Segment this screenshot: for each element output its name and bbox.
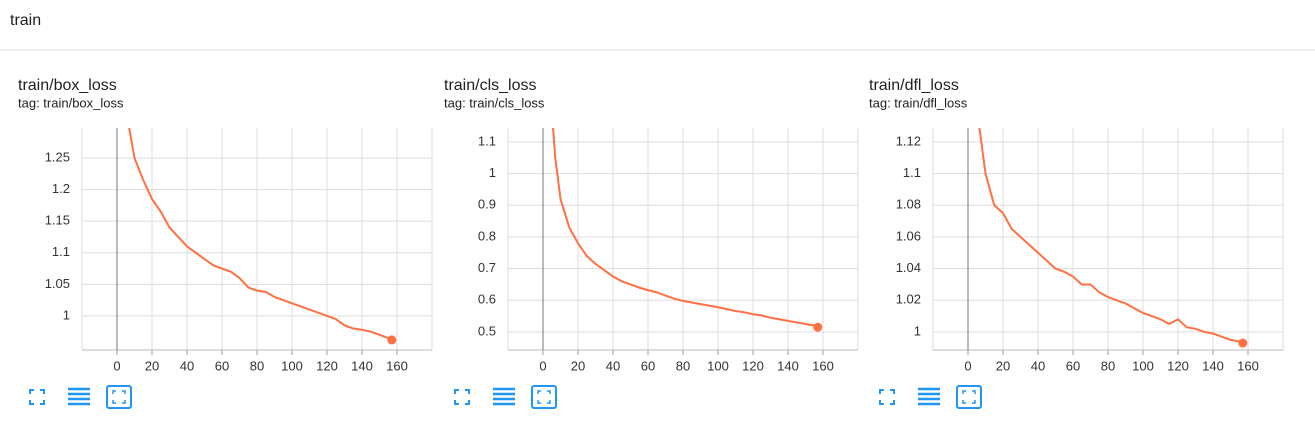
- x-tick-label: 80: [250, 358, 264, 373]
- y-tick-label: 1.2: [52, 181, 70, 196]
- x-tick-label: 0: [964, 358, 971, 373]
- chart-subtitle: tag: train/cls_loss: [444, 95, 545, 110]
- y-tick-label: 1.15: [45, 213, 70, 228]
- x-tick-label: 160: [1237, 358, 1259, 373]
- y-tick-label: 1.02: [896, 292, 921, 307]
- y-tick-label: 0.7: [478, 260, 496, 275]
- x-tick-label: 0: [539, 358, 546, 373]
- y-tick-label: 1.1: [478, 133, 496, 148]
- x-tick-label: 0: [113, 358, 120, 373]
- x-tick-label: 80: [676, 358, 690, 373]
- y-tick-label: 1.08: [896, 197, 921, 212]
- last-point: [1238, 338, 1248, 348]
- last-point: [813, 322, 823, 332]
- x-tick-label: 20: [571, 358, 585, 373]
- x-tick-label: 160: [812, 358, 834, 373]
- chart-subtitle: tag: train/dfl_loss: [869, 95, 968, 110]
- log-scale-icon[interactable]: [68, 387, 90, 406]
- x-tick-label: 40: [606, 358, 620, 373]
- fullscreen-icon[interactable]: [29, 389, 45, 405]
- chart-subtitle: tag: train/box_loss: [18, 95, 124, 110]
- x-tick-label: 140: [351, 358, 373, 373]
- series-line: [552, 128, 819, 329]
- fit-domain-icon[interactable]: [106, 385, 132, 409]
- chart-title: train/cls_loss: [444, 77, 536, 94]
- y-tick-label: 1.1: [903, 165, 921, 180]
- log-scale-icon[interactable]: [493, 387, 515, 406]
- y-tick-label: 0.5: [478, 323, 496, 338]
- y-tick-label: 1.1: [52, 244, 70, 259]
- fullscreen-icon[interactable]: [879, 389, 895, 405]
- x-tick-label: 20: [996, 358, 1010, 373]
- series-line: [128, 128, 393, 341]
- series-line: [978, 128, 1244, 344]
- x-tick-label: 60: [1066, 358, 1080, 373]
- x-tick-label: 140: [777, 358, 799, 373]
- y-tick-label: 1.06: [896, 228, 921, 243]
- chart-title: train/box_loss: [18, 77, 117, 94]
- x-tick-label: 100: [281, 358, 303, 373]
- x-tick-label: 20: [145, 358, 159, 373]
- y-tick-label: 1: [914, 323, 921, 338]
- x-tick-label: 140: [1202, 358, 1224, 373]
- toolbar: [29, 385, 982, 409]
- y-tick-label: 1.25: [45, 149, 70, 164]
- y-tick-label: 1: [63, 307, 70, 322]
- x-tick-label: 160: [386, 358, 408, 373]
- y-tick-label: 1: [489, 165, 496, 180]
- x-tick-label: 100: [707, 358, 729, 373]
- y-tick-label: 1.04: [896, 260, 921, 275]
- x-tick-label: 120: [742, 358, 764, 373]
- fit-domain-icon[interactable]: [956, 385, 982, 409]
- x-tick-label: 60: [641, 358, 655, 373]
- log-scale-icon[interactable]: [918, 387, 940, 406]
- x-tick-label: 120: [1167, 358, 1189, 373]
- fullscreen-icon[interactable]: [454, 389, 470, 405]
- section-title: train: [10, 12, 41, 29]
- last-point: [387, 335, 397, 345]
- y-tick-label: 0.8: [478, 228, 496, 243]
- y-tick-label: 1.12: [896, 133, 921, 148]
- x-tick-label: 120: [316, 358, 338, 373]
- x-tick-label: 40: [1031, 358, 1045, 373]
- chart-title: train/dfl_loss: [869, 77, 959, 94]
- x-tick-label: 60: [215, 358, 229, 373]
- y-tick-label: 0.9: [478, 197, 496, 212]
- fit-domain-icon[interactable]: [531, 385, 557, 409]
- y-tick-label: 0.6: [478, 292, 496, 307]
- x-tick-label: 100: [1132, 358, 1154, 373]
- x-tick-label: 40: [180, 358, 194, 373]
- y-tick-label: 1.05: [45, 276, 70, 291]
- x-tick-label: 80: [1101, 358, 1115, 373]
